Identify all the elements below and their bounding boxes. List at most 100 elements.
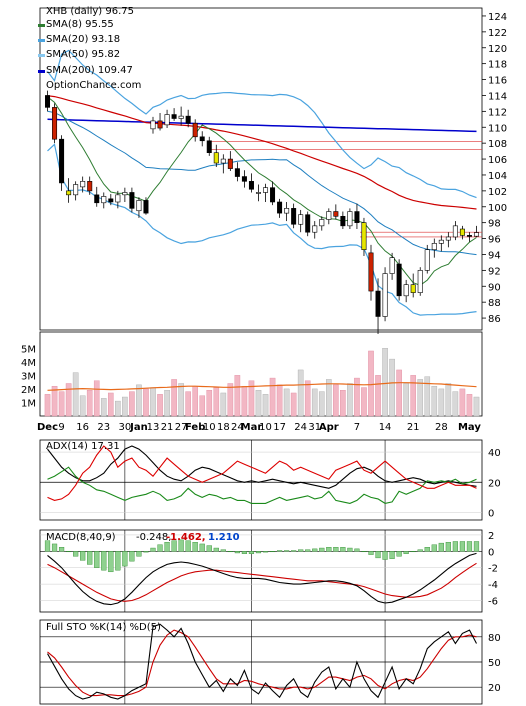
macd-histogram-bar <box>94 551 100 568</box>
macd-panel <box>44 539 480 606</box>
price-panel <box>45 49 482 334</box>
candle-body <box>199 136 205 142</box>
price-tick-label: 106 <box>488 155 507 166</box>
candle-body <box>459 228 465 236</box>
sma200-line <box>47 118 477 133</box>
macd-histogram-bar <box>87 551 93 565</box>
adx-panel <box>47 445 477 504</box>
stochastic-panel <box>47 623 477 700</box>
volume-bar <box>368 350 374 417</box>
date-tick-label: Feb <box>185 422 205 433</box>
candle-body <box>354 211 360 223</box>
macd-histogram-bar <box>466 541 473 552</box>
volume-bar <box>347 383 353 417</box>
macd-histogram-bar <box>185 540 191 552</box>
candle-body <box>157 120 163 129</box>
stochastic-label: Full STO %K(14) %D(5) <box>46 622 161 633</box>
macd-histogram-bar <box>80 551 86 561</box>
candle-body <box>417 270 423 293</box>
candle-body <box>424 249 430 271</box>
candle-body <box>234 168 240 177</box>
adx-tick-label: 20 <box>488 478 501 489</box>
macd-histogram-bar <box>410 551 416 553</box>
volume-bar <box>283 388 290 417</box>
volume-bar <box>276 384 283 417</box>
macd-histogram-bar <box>115 551 121 571</box>
candle-body <box>220 158 226 164</box>
volume-bar <box>389 358 395 417</box>
volume-bar <box>93 380 100 417</box>
candle-body <box>319 219 325 227</box>
date-tick-label: 9 <box>58 422 64 433</box>
volume-bar <box>403 383 409 417</box>
grid-lines <box>39 7 486 705</box>
price-tick-label: 98 <box>488 219 501 230</box>
macd-value-2: -1.462, <box>166 532 206 543</box>
price-tick-label: 94 <box>488 250 501 261</box>
volume-bar <box>297 369 304 417</box>
macd-histogram-bar <box>354 548 360 552</box>
volume-bar <box>255 390 262 417</box>
macd-histogram-bar <box>269 551 276 553</box>
macd-histogram-bar <box>459 541 466 552</box>
volume-bar <box>290 392 297 417</box>
macd-histogram-bar <box>122 551 128 567</box>
macd-histogram-bar <box>262 551 269 553</box>
price-tick-label: 124 <box>488 12 507 23</box>
date-tick-label: 27 <box>175 422 188 433</box>
candle-body <box>122 192 128 196</box>
date-tick-label: 7 <box>354 422 360 433</box>
legend-swatch <box>38 24 45 27</box>
candle-body <box>284 208 290 214</box>
price-tick-label: 118 <box>488 60 507 71</box>
date-tick-label: 10 <box>259 422 272 433</box>
macd-histogram-bar <box>192 542 198 552</box>
macd-histogram-bar <box>417 549 423 552</box>
candle-body <box>248 181 254 190</box>
macd-tick-label: 0 <box>488 547 494 558</box>
macd-value-3: 1.210 <box>208 532 240 543</box>
macd-histogram-bar <box>389 551 395 559</box>
macd-histogram-bar <box>312 548 318 552</box>
legend-sma200: SMA(200) 109.47 <box>46 65 133 76</box>
candle-body <box>263 187 269 193</box>
volume-bar <box>150 387 156 417</box>
volume-bar <box>318 391 325 417</box>
volume-bar <box>58 391 65 417</box>
volume-bar <box>143 388 149 417</box>
candle-body <box>431 243 437 250</box>
volume-bar <box>206 390 213 417</box>
candle-body <box>312 225 318 233</box>
macd-histogram-bar <box>73 551 79 557</box>
macd-histogram-bar <box>276 550 283 552</box>
date-tick-label: Dec <box>37 422 58 433</box>
volume-bar <box>115 400 121 417</box>
date-tick-label: 24 <box>294 422 307 433</box>
price-tick-label: 120 <box>488 44 507 55</box>
price-tick-label: 96 <box>488 235 501 246</box>
volume-bar <box>340 390 346 417</box>
volume-bar <box>417 379 424 417</box>
volume-bar <box>220 392 227 417</box>
volume-bar <box>396 369 402 417</box>
volume-bar <box>354 377 360 417</box>
candle-body <box>66 190 72 196</box>
macd-histogram-bar <box>382 551 388 560</box>
candle-body <box>305 214 311 233</box>
adx-series-line <box>47 445 477 489</box>
macd-histogram-bar <box>206 545 212 552</box>
volume-tick-label: 5M <box>21 344 36 355</box>
date-tick-label: 13 <box>147 422 160 433</box>
volume-panel <box>44 348 480 417</box>
volume-bar <box>86 390 93 417</box>
candle-body <box>347 211 353 227</box>
volume-bar <box>178 383 184 417</box>
volume-bar <box>241 385 248 417</box>
volume-bar <box>326 379 332 417</box>
volume-bar <box>44 394 51 417</box>
legend-sma8: SMA(8) 95.55 <box>46 19 114 30</box>
watermark: OptionChance.com <box>46 80 141 91</box>
macd-histogram-bar <box>129 551 135 562</box>
stochastic-tick-label: 50 <box>488 658 501 669</box>
chart-title: XHB (daily) 96.75 <box>46 6 134 17</box>
